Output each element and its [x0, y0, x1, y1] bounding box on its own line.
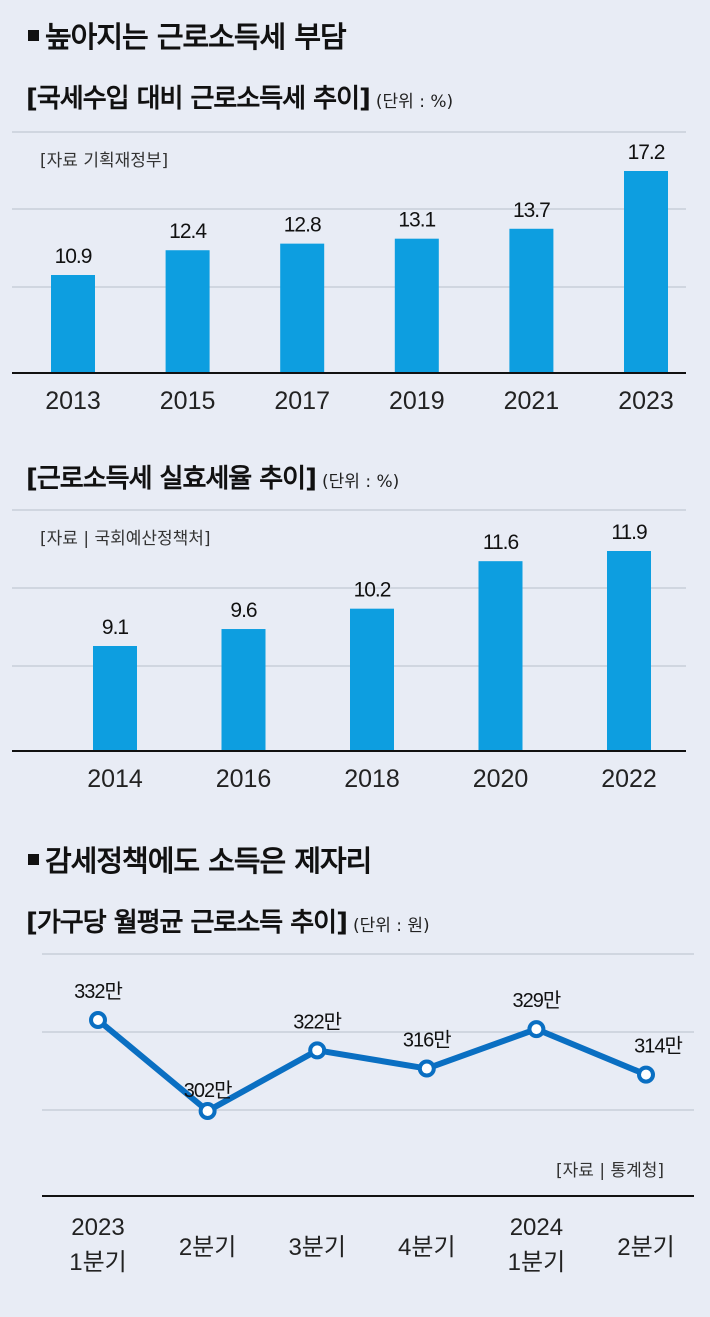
- bar: [509, 228, 554, 373]
- tick-label: 2024: [510, 1214, 563, 1241]
- tick-label: 2013: [45, 387, 101, 415]
- bar: [93, 646, 137, 751]
- data-label: 13.7: [513, 199, 550, 222]
- data-label: 9.1: [102, 616, 129, 639]
- data-label: 332만: [74, 980, 122, 1003]
- data-label: 314만: [634, 1035, 682, 1058]
- bar: [165, 250, 210, 373]
- chart1-title: [국세수입 대비 근로소득세 추이] (단위 : %): [26, 84, 454, 114]
- data-label: 17.2: [628, 141, 665, 164]
- tick-label: 1분기: [69, 1249, 127, 1276]
- data-label: 10.2: [354, 579, 391, 602]
- chart3-unit: (단위 : 원): [352, 916, 430, 936]
- data-label: 322만: [293, 1010, 341, 1033]
- data-label: 10.9: [55, 245, 92, 268]
- tick-label: 2018: [344, 765, 400, 793]
- tick-label: 2020: [473, 765, 529, 793]
- tick-label: 2023: [618, 387, 674, 415]
- tick-label: 2022: [601, 765, 657, 793]
- tick-label: 4분기: [398, 1234, 456, 1261]
- data-point: [89, 1011, 107, 1029]
- chart1-source: [자료 기획재정부]: [40, 151, 169, 171]
- bar: [478, 561, 523, 751]
- chart1-unit: (단위 : %): [375, 92, 454, 112]
- data-point: [198, 1102, 217, 1120]
- bar: [51, 275, 95, 373]
- bar: [221, 629, 266, 751]
- data-label: 316만: [403, 1029, 451, 1052]
- data-point: [308, 1041, 327, 1060]
- data-label: 9.6: [230, 599, 257, 622]
- chart2-title: [근로소득세 실효세율 추이] (단위 : %): [26, 464, 400, 494]
- bar: [280, 243, 325, 373]
- data-point: [637, 1065, 655, 1084]
- tick-label: 1분기: [508, 1249, 566, 1276]
- chart3-title: [가구당 월평균 근로소득 추이] (단위 : 원): [26, 908, 430, 938]
- bar: [350, 608, 394, 751]
- tick-label: 3분기: [288, 1234, 346, 1261]
- data-label: 329만: [513, 989, 561, 1012]
- square-bullet-icon: [28, 854, 39, 865]
- tick-label: 2분기: [179, 1234, 237, 1261]
- headline-tax-burden: 높아지는 근로소득세 부담: [28, 14, 347, 56]
- data-label: 12.8: [284, 214, 321, 237]
- data-label: 11.6: [483, 531, 519, 554]
- headline-income-flat: 감세정책에도 소득은 제자리: [28, 838, 372, 880]
- data-label: 302만: [184, 1079, 232, 1102]
- tick-label: 2021: [504, 387, 560, 415]
- data-label: 11.9: [611, 521, 647, 544]
- data-point: [527, 1020, 546, 1039]
- chart3-source: [자료 | 통계청]: [556, 1161, 664, 1181]
- tick-label: 2015: [160, 387, 216, 415]
- square-bullet-icon: [28, 30, 39, 41]
- tick-label: 2019: [389, 387, 445, 415]
- chart2-source: [자료 | 국회예산정책처]: [40, 529, 211, 549]
- bar: [394, 238, 439, 373]
- tick-label: 2분기: [617, 1234, 675, 1261]
- bar: [624, 171, 668, 373]
- data-label: 12.4: [169, 220, 207, 243]
- data-label: 13.1: [398, 209, 435, 232]
- tick-label: 2014: [87, 765, 143, 793]
- bar: [607, 551, 651, 751]
- chart1-plot: 10.9 2013 12.4 2015 12.8 2017 13.1 2019 13.7 2021…: [12, 131, 686, 415]
- chart2-plot: 9.1 2014 9.6 2016 10.2 2018 11.6 2020 11.9 2022: [12, 509, 686, 793]
- chart2-unit: (단위 : %): [322, 472, 400, 492]
- tick-label: 2016: [216, 765, 272, 793]
- tick-label: 2017: [274, 387, 330, 415]
- data-point: [417, 1059, 436, 1078]
- tick-label: 2023: [71, 1214, 124, 1241]
- chart3-plot: 332만 2023 1분기 302만 2분기 322만 3분기 316만 4분기 329만 2024…: [42, 953, 694, 1276]
- series-line: [96, 1017, 648, 1114]
